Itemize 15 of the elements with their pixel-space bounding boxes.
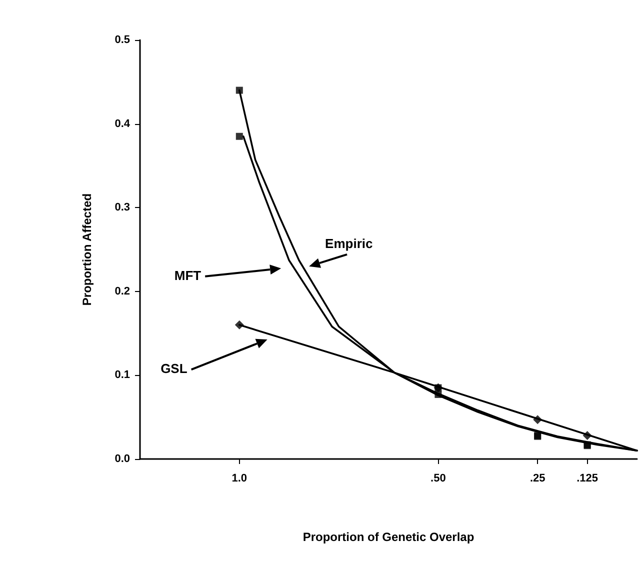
x-tick-label: 1.0 (232, 472, 248, 484)
text: Empiric (325, 236, 373, 251)
y-tick-label: 0.5 (114, 34, 130, 46)
y-tick-label: 0.0 (114, 453, 130, 465)
y-axis-title: Proportion Affected (80, 193, 94, 306)
y-tick-label: 0.4 (114, 118, 131, 130)
y-tick-label: 0.3 (114, 202, 130, 214)
text: GSL (160, 360, 188, 376)
y-tick-label: 0.2 (114, 285, 130, 298)
x-tick-label: .50 (430, 472, 446, 484)
y-tick-label: 0.1 (114, 369, 130, 382)
text: MFT (174, 268, 202, 283)
x-tick-label: .125 (576, 472, 598, 484)
x-tick-label: .25 (530, 472, 546, 484)
x-axis-title: Proportion of Genetic Overlap (302, 530, 474, 544)
